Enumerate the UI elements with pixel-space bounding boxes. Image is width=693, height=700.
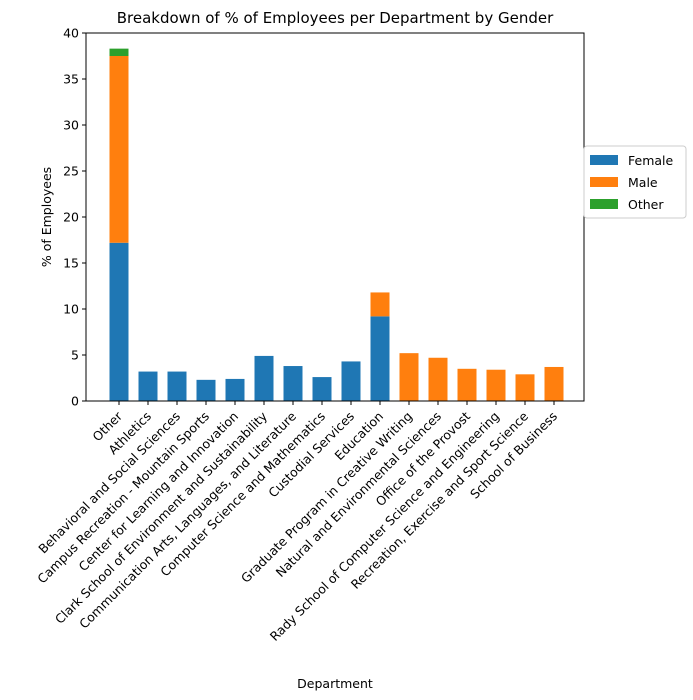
bar-female — [341, 361, 361, 401]
bar-female — [196, 379, 216, 401]
bar-female — [138, 371, 158, 401]
y-tick-label: 20 — [63, 210, 79, 225]
legend-swatch-female — [590, 155, 618, 165]
y-tick-label: 40 — [63, 26, 79, 41]
bar-male — [109, 56, 129, 243]
bar-female — [283, 366, 303, 401]
y-tick-label: 15 — [63, 256, 79, 271]
legend-label-female: Female — [628, 153, 674, 168]
legend-swatch-other — [590, 199, 618, 209]
bar-female — [109, 242, 129, 401]
bar-female — [167, 371, 187, 401]
bar-male — [370, 292, 390, 317]
y-tick-label: 30 — [63, 118, 79, 133]
bar-male — [544, 366, 564, 401]
legend-label-other: Other — [628, 197, 664, 212]
y-tick-label: 10 — [63, 302, 79, 317]
bar-male — [428, 357, 448, 401]
chart-title: Breakdown of % of Employees per Departme… — [117, 9, 554, 27]
legend-label-male: Male — [628, 175, 658, 190]
bar-female — [225, 378, 245, 401]
y-tick-label: 25 — [63, 164, 79, 179]
y-tick-label: 0 — [71, 394, 79, 409]
bar-female — [370, 316, 390, 401]
y-axis-label: % of Employees — [39, 167, 54, 267]
bar-male — [399, 353, 419, 401]
bar-male — [515, 374, 535, 401]
x-axis-label: Department — [297, 676, 373, 691]
y-tick-label: 5 — [71, 348, 79, 363]
legend-swatch-male — [590, 177, 618, 187]
bar-other — [109, 48, 129, 56]
bar-female — [312, 377, 332, 401]
legend: Female Male Other — [583, 145, 687, 219]
bar-male — [486, 369, 506, 401]
plot-area: 0510152025303540OtherAthleticsBehavioral… — [34, 26, 585, 644]
bar-female — [254, 355, 274, 401]
plot-frame — [85, 32, 585, 402]
bar-male — [457, 368, 477, 401]
y-tick-label: 35 — [63, 72, 79, 87]
